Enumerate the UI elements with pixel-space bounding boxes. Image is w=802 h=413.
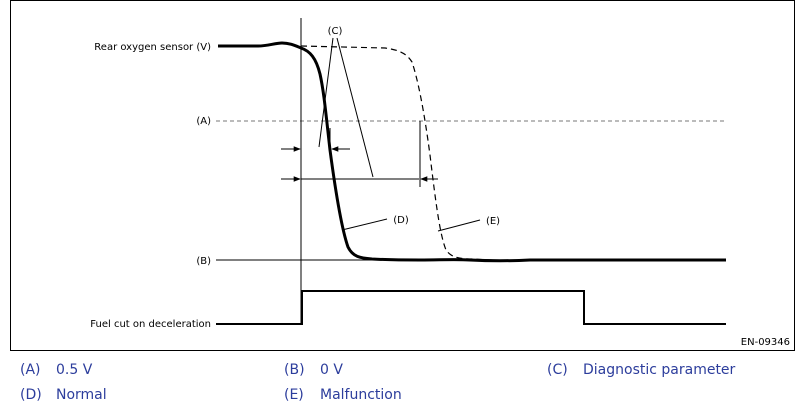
legend-text: 0 V xyxy=(320,362,343,378)
fuel-cut-label: Fuel cut on deceleration xyxy=(90,319,211,330)
malfunction-sensor-curve xyxy=(300,45,726,262)
legend-item-c: (C) Diagnostic parameter xyxy=(547,362,735,378)
callout-d-leader xyxy=(341,218,388,231)
callout-e-leader xyxy=(437,219,481,232)
callout-c-label: (C) xyxy=(328,26,343,37)
legend-key: (B) xyxy=(284,362,305,378)
legend-item-d: (D) Normal xyxy=(20,387,107,403)
legend: (A) 0.5 V (B) 0 V (C) Diagnostic parameter … xyxy=(0,353,802,413)
level-b-label: (B) xyxy=(196,256,211,267)
legend-text: Malfunction xyxy=(320,387,402,403)
legend-key: (D) xyxy=(20,387,42,403)
legend-item-e: (E) Malfunction xyxy=(284,387,402,403)
legend-item-a: (A) 0.5 V xyxy=(20,362,92,378)
callout-e-label: (E) xyxy=(486,216,500,227)
rear-sensor-label: Rear oxygen sensor (V) xyxy=(94,42,211,53)
normal-sensor-curve xyxy=(218,41,726,263)
sensor-timing-diagram: Rear oxygen sensor (V) Fuel cut on decel… xyxy=(10,0,795,351)
fuel-cut-signal xyxy=(216,290,726,325)
legend-text: 0.5 V xyxy=(56,362,93,378)
legend-item-b: (B) 0 V xyxy=(284,362,343,378)
figure-code: EN-09346 xyxy=(741,337,790,348)
legend-text: Diagnostic parameter xyxy=(583,362,736,378)
legend-key: (C) xyxy=(547,362,568,378)
level-a-label: (A) xyxy=(196,116,211,127)
legend-text: Normal xyxy=(56,387,107,403)
callout-c-leader-1 xyxy=(318,37,334,148)
callout-d-label: (D) xyxy=(393,215,409,226)
legend-key: (A) xyxy=(20,362,41,378)
callout-c-leader-2 xyxy=(336,37,374,178)
legend-key: (E) xyxy=(284,387,304,403)
diagram-frame xyxy=(10,0,795,351)
